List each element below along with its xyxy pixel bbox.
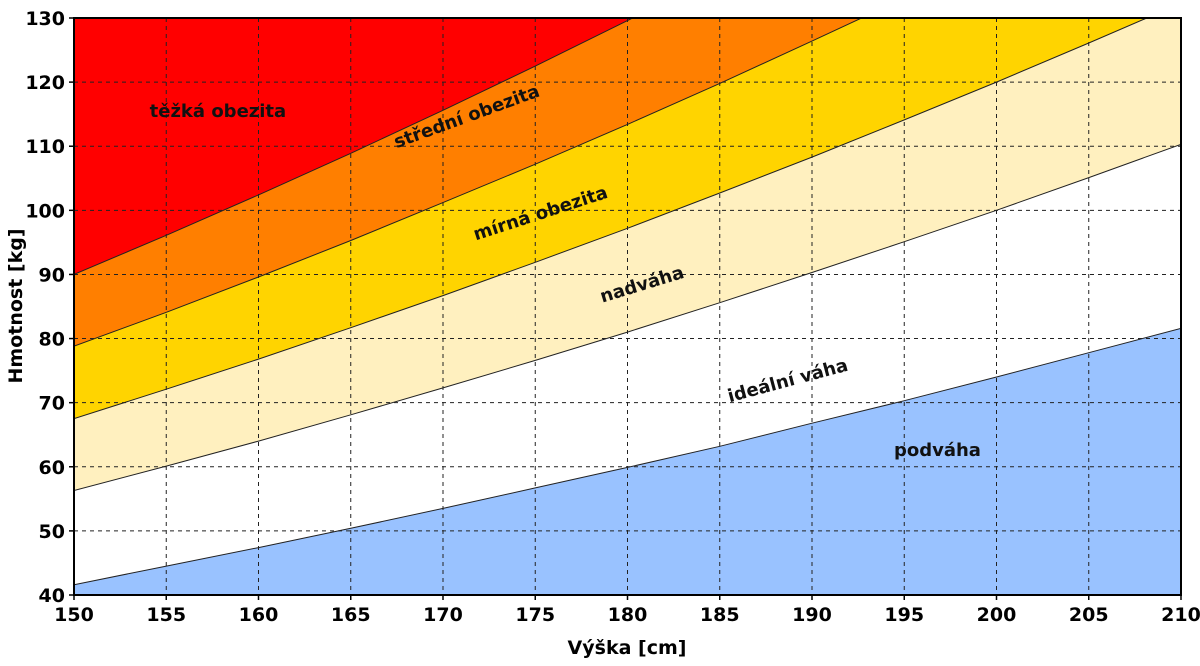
y-tick-label: 100 [25,200,65,222]
zone-area-3 [74,18,1147,419]
x-tick-label: 160 [239,604,279,626]
zone-label: podváha [894,440,981,461]
boundary-line-4 [74,18,634,275]
y-tick-label: 60 [39,457,65,479]
y-tick-label: 130 [25,8,65,30]
boundary-line-2 [74,18,1149,420]
x-tick-label: 180 [608,604,648,626]
zone-area-4 [74,18,862,347]
y-tick-label: 50 [39,521,65,543]
x-axis-title: Výška [cm] [568,637,687,659]
boundary-line-1 [74,143,1181,491]
y-tick-label: 80 [39,329,65,351]
x-tick-label: 165 [331,604,371,626]
x-tick-label: 210 [1161,604,1200,626]
x-tick-label: 155 [146,604,186,626]
y-tick-label: 110 [25,136,65,158]
x-tick-label: 150 [54,604,94,626]
zone-label: těžká obezita [150,101,287,122]
y-tick-label: 70 [39,393,65,415]
boundary-layer [74,18,1181,586]
boundary-line-3 [74,18,863,347]
y-tick-labels: 40 50 60 70 80 90 100 110 120 130 [25,8,74,607]
x-tick-label: 205 [1069,604,1109,626]
y-tick-label: 40 [39,585,65,607]
x-tick-label: 190 [792,604,832,626]
x-tick-label: 200 [977,604,1017,626]
y-axis-title: Hmotnost [kg] [5,228,27,383]
x-tick-label: 175 [515,604,555,626]
x-tick-label: 185 [700,604,740,626]
x-tick-label: 195 [884,604,924,626]
x-tick-label: 170 [423,604,463,626]
y-tick-label: 90 [39,264,65,286]
boundary-line-0 [74,327,1181,586]
x-tick-labels: 150 155 160 165 170 175 180 185 190 195 200 205 210 [54,595,1200,626]
y-tick-label: 120 [25,72,65,94]
